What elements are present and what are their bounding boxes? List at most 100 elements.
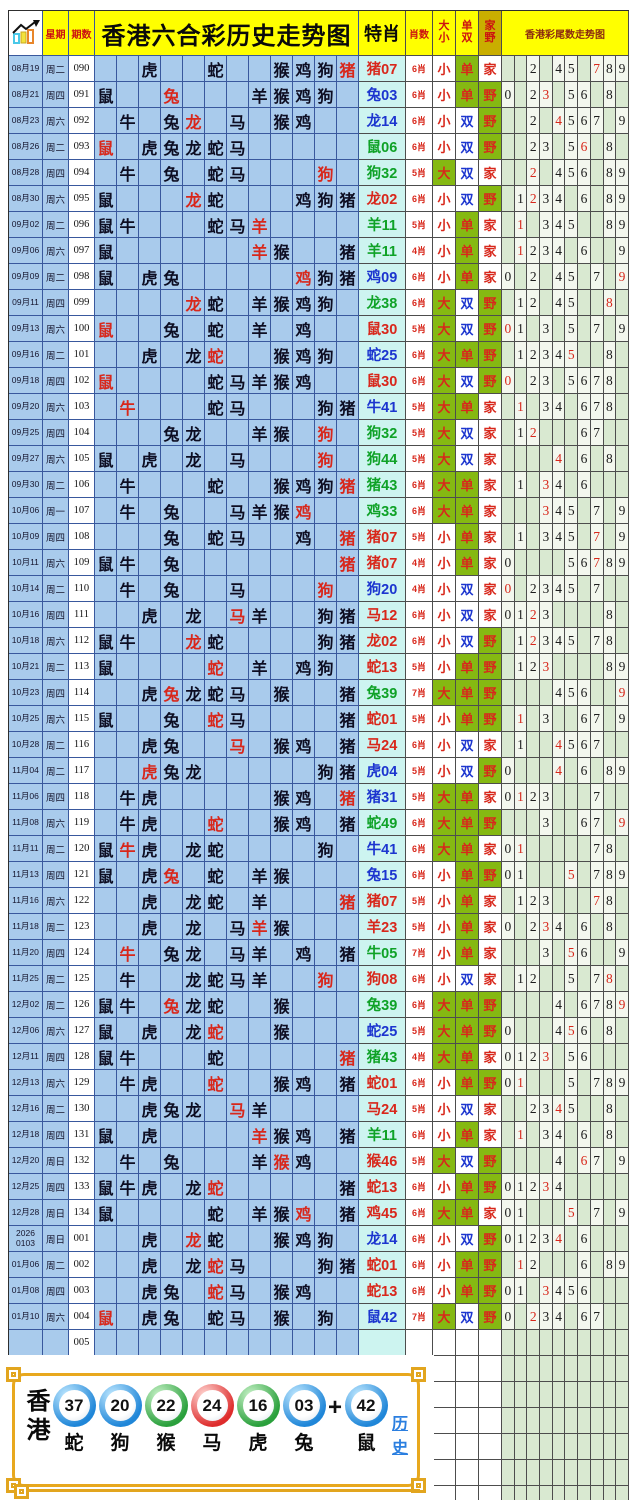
zodiac-cell: [271, 1330, 293, 1356]
bigsmall-cell: 小: [433, 940, 456, 966]
tail-cell: 3: [540, 368, 553, 394]
tail-cell: 1: [514, 784, 528, 810]
oddeven-cell: 双: [456, 1148, 479, 1174]
zodiac-cell: 牛: [117, 992, 139, 1018]
zodiac-cell: [315, 706, 337, 732]
date-cell: 12月16: [9, 1096, 43, 1122]
zodiac-cell: [161, 1252, 183, 1278]
zodiac-cell: [139, 1148, 161, 1174]
zodiac-cell: 牛: [117, 1044, 139, 1070]
zodiac-cell: 猪: [337, 1252, 359, 1278]
zodiac-cell: 马: [227, 446, 249, 472]
tail-cell: [527, 1408, 541, 1434]
oddeven-cell: 单: [456, 498, 479, 524]
zodiac-cell: [205, 1148, 227, 1174]
tail-cell: 1: [514, 420, 528, 446]
special-zodiac-cell: 兔03: [359, 82, 406, 108]
zodiac-count-cell: 6肖: [406, 82, 433, 108]
wildhome-cell: 野: [479, 1252, 502, 1278]
zodiac-cell: [227, 1044, 249, 1070]
zodiac-cell: [315, 1018, 337, 1044]
issue-cell: 132: [69, 1148, 95, 1174]
zodiac-cell: 虎: [139, 342, 161, 368]
tail-cell: [527, 1486, 541, 1500]
table-row: 10月11 周六 109 鼠牛兔猪猪07 4肖小单家 0 5 6 7 8 9: [9, 550, 629, 576]
wildhome-cell: [479, 1356, 502, 1382]
special-zodiac-cell: 鼠42: [359, 1304, 406, 1330]
oddeven-cell: 单: [456, 1122, 479, 1148]
tail-cell: 4: [552, 1174, 566, 1200]
zodiac-cell: 猪: [337, 56, 359, 82]
tail-cell: 1: [514, 238, 528, 264]
zodiac-cell: [227, 784, 249, 810]
issue-cell: 130: [69, 1096, 95, 1122]
tail-cell: 4: [552, 576, 566, 602]
zodiac-cell: [227, 472, 249, 498]
zodiac-cell: [95, 1096, 117, 1122]
date-cell: 12月11: [9, 1044, 43, 1070]
trend-up-icon: [11, 20, 40, 44]
bigsmall-cell: 小: [433, 1226, 456, 1252]
table-row: 10月21 周二 113 鼠蛇羊鸡狗蛇13 5肖小单野 1 2 3 8 9: [9, 654, 629, 680]
tail-cell: 1: [514, 862, 528, 888]
tail-cell: [540, 732, 553, 758]
tail-cell: [502, 992, 515, 1018]
zodiac-cell: [293, 1096, 315, 1122]
tail-cell: 7: [590, 810, 604, 836]
zodiac-cell: [249, 628, 271, 654]
bigsmall-cell: 大: [433, 1200, 456, 1226]
zodiac-cell: [161, 186, 183, 212]
zodiac-cell: [117, 1122, 139, 1148]
zodiac-cell: [337, 316, 359, 342]
zodiac-cell: 虎: [139, 56, 161, 82]
zodiac-cell: 马: [227, 108, 249, 134]
zodiac-cell: [117, 264, 139, 290]
tail-cell: 5: [565, 498, 579, 524]
oddeven-cell: 单: [456, 1018, 479, 1044]
tail-cell: [527, 758, 541, 784]
zodiac-cell: 鼠: [95, 212, 117, 238]
zodiac-cell: [139, 420, 161, 446]
zodiac-cell: 狗: [315, 82, 337, 108]
tail-cell: 8: [603, 1122, 617, 1148]
table-row: 10月28 周二 116 虎兔马猴鸡猪马24 6肖小双家 1 4 5 6 7: [9, 732, 629, 758]
tail-cell: [502, 1148, 515, 1174]
issue-cell: 090: [69, 56, 95, 82]
date-cell: 11月04: [9, 758, 43, 784]
zodiac-cell: [315, 940, 337, 966]
tail-cell: [578, 212, 591, 238]
result-ball: 22 猴: [144, 1384, 188, 1455]
tail-cell: [590, 1434, 604, 1460]
zodiac-cell: [161, 1044, 183, 1070]
tail-cell: 0: [502, 316, 515, 342]
weekday-cell: 周二: [43, 1096, 69, 1122]
tail-cell: 4: [552, 108, 566, 134]
zodiac-cell: [315, 238, 337, 264]
zodiac-cell: [95, 498, 117, 524]
zodiac-cell: [205, 82, 227, 108]
history-link[interactable]: 历史: [392, 1416, 409, 1457]
tail-cell: 5: [565, 342, 579, 368]
tail-cell: [616, 1382, 629, 1408]
tail-cell: [616, 628, 629, 654]
col-header-tails: 香港彩尾数走势图: [502, 11, 629, 56]
date-cell: 08月21: [9, 82, 43, 108]
zodiac-cell: 龙: [183, 1226, 205, 1252]
tail-cell: 2: [527, 56, 541, 82]
zodiac-cell: [205, 420, 227, 446]
date-cell: 11月25: [9, 966, 43, 992]
zodiac-cell: [271, 550, 293, 576]
tail-cell: [514, 758, 528, 784]
oddeven-cell: [456, 1486, 479, 1500]
tail-cell: [540, 1408, 553, 1434]
tail-cell: [616, 914, 629, 940]
zodiac-cell: 蛇: [205, 1174, 227, 1200]
zodiac-count-cell: 5肖: [406, 446, 433, 472]
oddeven-cell: 双: [456, 1304, 479, 1330]
zodiac-cell: 蛇: [205, 1070, 227, 1096]
oddeven-cell: 双: [456, 316, 479, 342]
table-row: 09月06 周六 097 鼠羊猴猪羊11 4肖小单家 1 2 3 4 6 9: [9, 238, 629, 264]
wildhome-cell: 野: [479, 706, 502, 732]
tail-cell: 2: [527, 82, 541, 108]
issue-cell: 092: [69, 108, 95, 134]
